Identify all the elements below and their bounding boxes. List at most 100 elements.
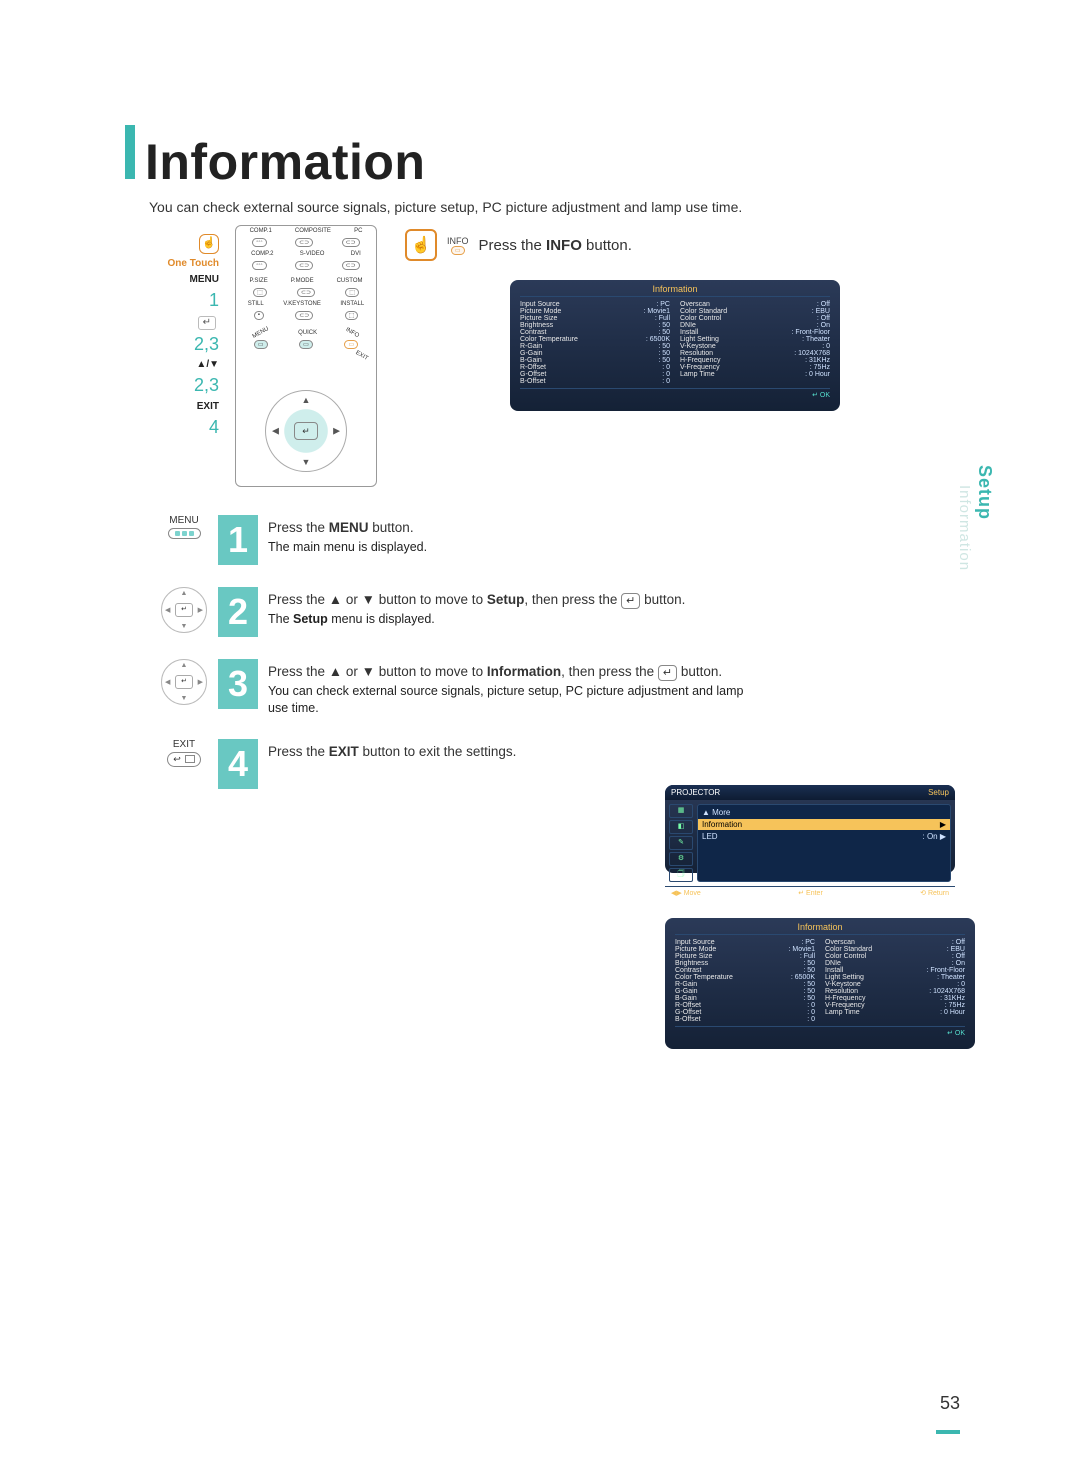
page-title: Information [145,133,425,191]
osd-row: Color Temperature: 6500K [520,336,670,343]
osd-setup-menu: PROJECTORSetup ▦◧✎⚙🗍 ▲ MoreInformation▶L… [665,785,955,873]
osd-row: Picture Size: Full [675,953,815,960]
callout-exit-label: EXIT [119,401,219,413]
callout-arrows: ▲/▼ [119,359,219,371]
osd-row: Lamp Time: 0 Hour [825,1009,965,1016]
osd-header-right: Setup [928,788,949,797]
menu-icon-label: MENU [169,515,198,526]
dpad-icon: ↵ ▲ ▼ ◀ ▶ [161,587,207,633]
step-number: 3 [218,659,258,709]
remote-label: CUSTOM [337,278,363,284]
osd-row: Picture Mode: Movie1 [675,946,815,953]
remote-button: ⬚ [345,311,359,320]
right-arrow-icon: ▶ [333,426,340,437]
remote-button: ⊂⊃ [342,261,360,270]
osd-row: Brightness: 50 [675,960,815,967]
osd-ok-hint: ↵ OK [675,1026,965,1037]
callout-step-1: 1 [119,290,219,312]
osd-row: Resolution: 1024X768 [680,350,830,357]
osd-row: G-Gain: 50 [520,350,670,357]
remote-label: V.KEYSTONE [283,301,321,307]
step-3: ↵ ▲ ▼ ◀ ▶ 3 Press the ▲ or ▼ button to m… [160,659,760,717]
osd-menu-list: ▲ MoreInformation▶LED: On ▶ [697,804,951,882]
osd-row: Resolution: 1024X768 [825,988,965,995]
remote-button: ⬚ [345,288,359,297]
step-number: 2 [218,587,258,637]
up-arrow-icon: ▲ [302,395,311,405]
osd-row: Brightness: 50 [520,322,670,329]
remote-label: DVI [351,251,361,257]
remote-exit-label: EXIT [354,350,369,362]
osd-row: B-Gain: 50 [520,357,670,364]
step-2: ↵ ▲ ▼ ◀ ▶ 2 Press the ▲ or ▼ button to m… [160,587,760,637]
osd-row: DNIe: On [825,960,965,967]
osd-row: Color Standard: EBU [680,308,830,315]
remote-button: ◦◦◦ [252,261,266,270]
remote-label: COMP.1 [250,228,272,234]
osd-row: Input Source: PC [675,939,815,946]
callout-step-4: 4 [119,417,219,439]
remote-label: INSTALL [340,301,364,307]
osd-row: R-Gain: 50 [520,343,670,350]
osd-row: B-Gain: 50 [675,995,815,1002]
callout-step-23a: 2,3 [119,334,219,356]
side-tab-sub: Information [956,485,973,571]
osd-menu-row: ▲ More [702,807,946,818]
remote-label: COMPOSITE [295,228,331,234]
info-press-text: Press the INFO button. [479,237,632,254]
osd-information-panel-2: Information Input Source: PCPicture Mode… [665,918,975,1049]
osd-menu-row: LED: On ▶ [702,831,946,842]
osd-menu-row: Information▶ [698,819,950,830]
osd-row: Overscan: Off [825,939,965,946]
title-block: Information [125,125,955,191]
page-subtitle: You can check external source signals, p… [149,199,955,215]
osd-row: Contrast: 50 [520,329,670,336]
osd-row: H-Frequency: 31KHz [680,357,830,364]
exit-icon-label: EXIT [173,739,195,750]
remote-button: ▭ [254,340,268,349]
osd-row: Color Standard: EBU [825,946,965,953]
remote-button: ▭ [299,340,313,349]
remote-button: ⊂⊃ [295,261,313,270]
osd-title: Information [520,284,830,297]
remote-label: S-VIDEO [300,251,325,257]
osd-footer-move: ◀▶ Move [671,889,701,897]
osd-row: Lamp Time: 0 Hour [680,371,830,378]
osd-row: Light Setting: Theater [680,336,830,343]
osd-title: Information [675,922,965,935]
osd-row: Install: Front-Floor [680,329,830,336]
osd-row: Contrast: 50 [675,967,815,974]
remote-button: ⊂⊃ [297,288,315,297]
info-button-icon: INFO ▭ [447,236,469,255]
osd-row: Light Setting: Theater [825,974,965,981]
steps-list: MENU 1 Press the MENU button. The main m… [160,515,760,811]
menu-button-icon [168,528,201,539]
osd-row: Input Source: PC [520,301,670,308]
hand-icon: ☝ [199,234,219,254]
enter-icon: ↵ [658,665,677,681]
remote-dpad: ↵ ▲ ▼ ◀ ▶ [265,390,347,472]
osd-row: Overscan: Off [680,301,830,308]
step-text: Press the ▲ or ▼ button to move to Setup… [268,587,685,628]
osd-information-panel-1: Information Input Source: PCPicture Mode… [510,280,840,411]
remote-button: ⊂⊃ [295,238,313,247]
callout-menu-label: MENU [119,274,219,286]
remote-label: PC [354,228,362,234]
page-number-accent [936,1430,960,1434]
osd-row: DNIe: On [680,322,830,329]
enter-icon: ↵ [621,593,640,609]
osd-row: Color Control: Off [680,315,830,322]
remote-info-button-highlight: ▭ [344,340,358,349]
remote-label: P.MODE [291,278,314,284]
osd-side-icons: ▦◧✎⚙🗍 [669,804,693,882]
page: Information You can check external sourc… [125,125,955,233]
step-number: 1 [218,515,258,565]
remote-label: P.SIZE [249,278,267,284]
step-text: Press the EXIT button to exit the settin… [268,739,516,761]
step-text: Press the MENU button. The main menu is … [268,515,427,556]
step-1: MENU 1 Press the MENU button. The main m… [160,515,760,565]
exit-button-icon: ↩ [167,752,201,767]
osd-row: R-Offset: 0 [520,364,670,371]
step-4: EXIT ↩ 4 Press the EXIT button to exit t… [160,739,760,789]
callout-step-23b: 2,3 [119,375,219,397]
